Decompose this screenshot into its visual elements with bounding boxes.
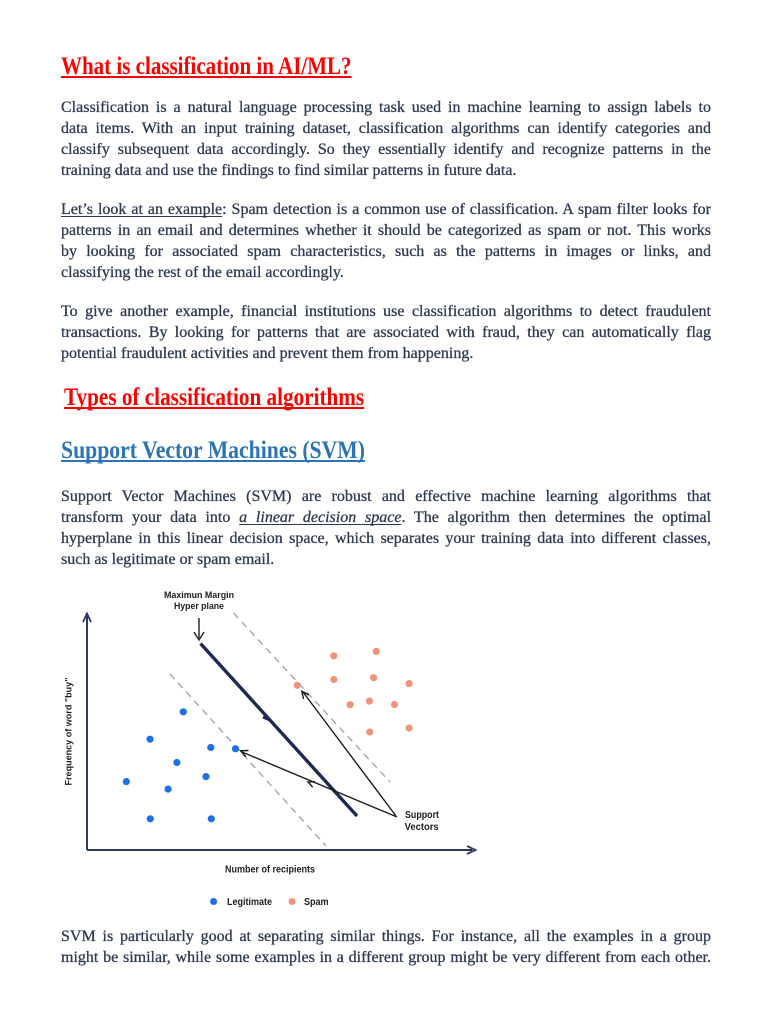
svg-text:Legitimate: Legitimate: [227, 897, 272, 908]
svg-text:Spam: Spam: [304, 897, 329, 908]
svg-text:Vectors: Vectors: [405, 822, 439, 833]
svg-text:Maximun Margin: Maximun Margin: [164, 590, 234, 601]
svg-text:Frequency of word "buy": Frequency of word "buy": [64, 678, 75, 786]
svg-text:Number of recipients: Number of recipients: [225, 865, 315, 876]
svg-text:Hyper plane: Hyper plane: [174, 601, 224, 612]
svg-text:Support: Support: [405, 810, 440, 821]
